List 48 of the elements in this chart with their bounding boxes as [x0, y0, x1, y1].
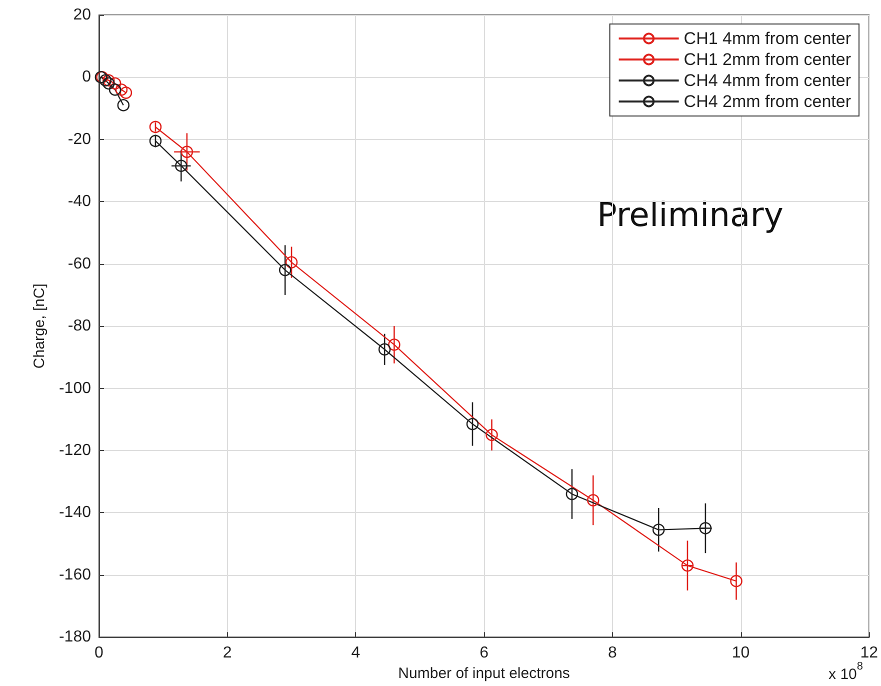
y-axis-title: Charge, [nC] — [31, 284, 48, 369]
point — [566, 488, 578, 500]
x-tick-label: 10 — [732, 644, 750, 662]
point — [587, 494, 600, 506]
y-tick-label: -100 — [58, 380, 92, 397]
x-tick-label: 0 — [94, 644, 104, 662]
point — [652, 524, 665, 536]
point — [108, 77, 122, 90]
point — [681, 559, 694, 572]
point — [388, 338, 400, 351]
point — [466, 418, 479, 430]
point — [149, 134, 162, 148]
y-tick-label: -60 — [68, 255, 92, 272]
y-tick-label: -140 — [58, 504, 92, 522]
point — [486, 428, 498, 442]
point — [699, 522, 712, 534]
x-tick-label: 2 — [222, 644, 232, 662]
annotation: Preliminary — [597, 195, 784, 234]
y-tick-label: -80 — [68, 318, 92, 335]
x-tick-label: 8 — [608, 644, 617, 662]
y-tick-label: -120 — [58, 442, 92, 459]
point — [180, 146, 194, 158]
legend-label: CH4 4mm from center — [684, 71, 852, 90]
y-tick-label: -40 — [68, 193, 92, 210]
point — [99, 74, 112, 86]
point — [285, 256, 298, 268]
point — [278, 264, 292, 276]
y-tick-label: 0 — [82, 68, 92, 86]
point — [120, 86, 132, 99]
y-tick-label: -160 — [58, 566, 92, 584]
point — [175, 160, 188, 172]
point — [117, 99, 130, 112]
point — [378, 343, 391, 356]
legend-label: CH1 2mm from center — [684, 50, 852, 69]
point — [730, 574, 742, 588]
x-tick-label: 6 — [480, 644, 489, 662]
x-tick-label: 12 — [860, 644, 878, 662]
point — [149, 120, 162, 134]
legend-label: CH1 4mm from center — [684, 29, 852, 48]
y-tick-label: 20 — [73, 6, 92, 24]
point — [108, 84, 122, 96]
x-axis-title: Number of input electrons — [398, 665, 570, 682]
point — [102, 77, 115, 90]
y-tick-label: -20 — [68, 130, 92, 148]
y-tick-label: -180 — [58, 628, 92, 646]
x-tick-label: 4 — [351, 644, 360, 662]
legend-label: CH4 2mm from center — [684, 92, 852, 111]
point — [102, 74, 115, 86]
